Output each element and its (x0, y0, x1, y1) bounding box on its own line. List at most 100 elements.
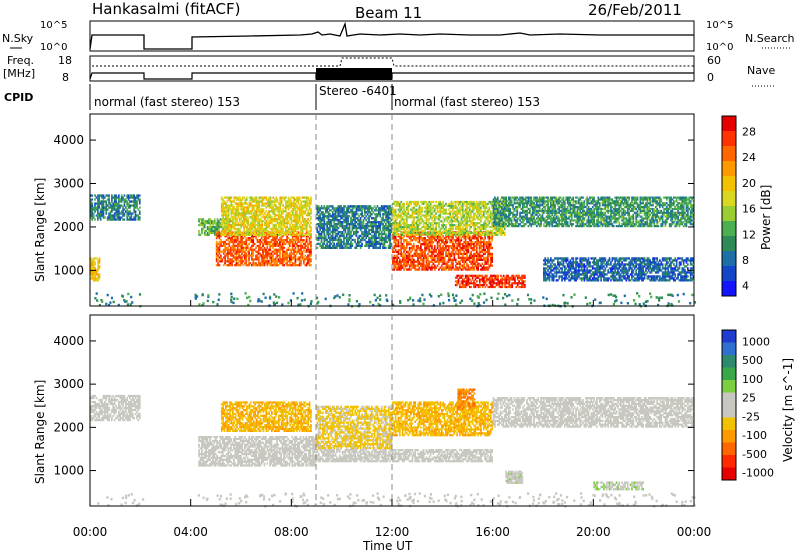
data-cell (259, 227, 262, 231)
data-cell (225, 231, 227, 234)
data-cell (350, 219, 352, 222)
data-cell (237, 231, 240, 234)
data-cell (232, 210, 234, 213)
data-cell (251, 210, 254, 213)
data-cell (305, 237, 308, 240)
data-cell (298, 212, 301, 215)
data-cell (202, 220, 205, 223)
data-cell (331, 238, 334, 242)
data-cell (303, 260, 305, 263)
data-cell (244, 240, 246, 244)
data-cell (272, 254, 274, 257)
data-cell (461, 226, 464, 229)
data-cell (303, 200, 305, 203)
data-cell (226, 229, 229, 233)
data-cell (337, 207, 340, 210)
data-cell (296, 212, 298, 215)
data-cell (468, 224, 471, 227)
data-cell (348, 230, 351, 234)
data-cell (420, 227, 422, 231)
data-cell (359, 217, 362, 220)
data-cell (343, 225, 345, 228)
data-cell (134, 196, 137, 199)
data-cell (411, 239, 414, 242)
data-cell (237, 208, 240, 211)
data-cell (351, 225, 354, 228)
data-cell (293, 254, 295, 257)
data-cell (418, 224, 421, 227)
data-cell (327, 221, 330, 224)
data-cell (245, 254, 248, 257)
data-cell (133, 194, 135, 197)
data-cell (108, 200, 110, 203)
data-cell (115, 202, 117, 205)
data-cell (301, 220, 304, 223)
data-cell (255, 206, 258, 209)
noise-sky-line (89, 21, 694, 50)
data-cell (256, 258, 259, 261)
data-cell (399, 222, 401, 225)
data-cell (355, 228, 358, 232)
data-cell (294, 202, 297, 205)
data-cell (215, 260, 218, 263)
data-cell (445, 227, 447, 231)
data-cell (258, 202, 261, 205)
data-cell (301, 223, 304, 227)
data-cell (319, 219, 321, 222)
data-cell (287, 220, 290, 223)
data-cell (97, 277, 99, 280)
data-cell (348, 211, 351, 214)
data-cell (379, 244, 382, 247)
data-cell (131, 200, 134, 203)
data-cell (283, 242, 285, 246)
data-cell (90, 206, 92, 209)
data-cell (251, 231, 254, 234)
data-cell (92, 273, 95, 276)
data-cell (232, 206, 234, 209)
data-cell (439, 216, 442, 219)
data-cell (432, 224, 435, 227)
data-cell (334, 213, 337, 216)
data-cell (294, 227, 297, 231)
data-cell (198, 231, 200, 234)
data-cell (240, 208, 243, 211)
data-cell (94, 263, 96, 266)
data-cell (262, 227, 265, 231)
data-cell (310, 244, 312, 247)
data-cell (466, 208, 468, 211)
data-cell (252, 220, 255, 223)
data-cell (240, 206, 243, 209)
data-cell (277, 248, 280, 251)
data-cell (98, 273, 101, 276)
data-cell (248, 233, 251, 236)
data-cell (429, 229, 432, 232)
nave-right-tick-bottom: 0 (707, 71, 714, 84)
data-cell (274, 258, 277, 261)
data-cell (94, 273, 96, 276)
data-cell (281, 260, 284, 263)
data-cell (322, 225, 324, 228)
data-cell (329, 209, 331, 212)
data-cell (327, 215, 330, 218)
data-cell (262, 231, 265, 234)
data-cell (273, 202, 276, 205)
data-cell (456, 214, 458, 217)
data-cell (287, 256, 290, 259)
data-cell (289, 218, 291, 221)
data-cell (208, 218, 210, 221)
data-cell (122, 210, 124, 213)
data-cell (205, 220, 207, 223)
data-cell (468, 208, 471, 211)
data-cell (290, 214, 293, 217)
data-cell (222, 252, 225, 255)
data-cell (91, 212, 94, 215)
data-cell (303, 221, 305, 225)
data-cell (206, 233, 209, 236)
data-cell (298, 216, 301, 219)
data-cell (326, 215, 328, 218)
data-cell (357, 213, 359, 216)
data-cell (463, 202, 465, 205)
data-cell (340, 207, 342, 210)
data-cell (222, 214, 224, 217)
data-cell (351, 238, 354, 242)
